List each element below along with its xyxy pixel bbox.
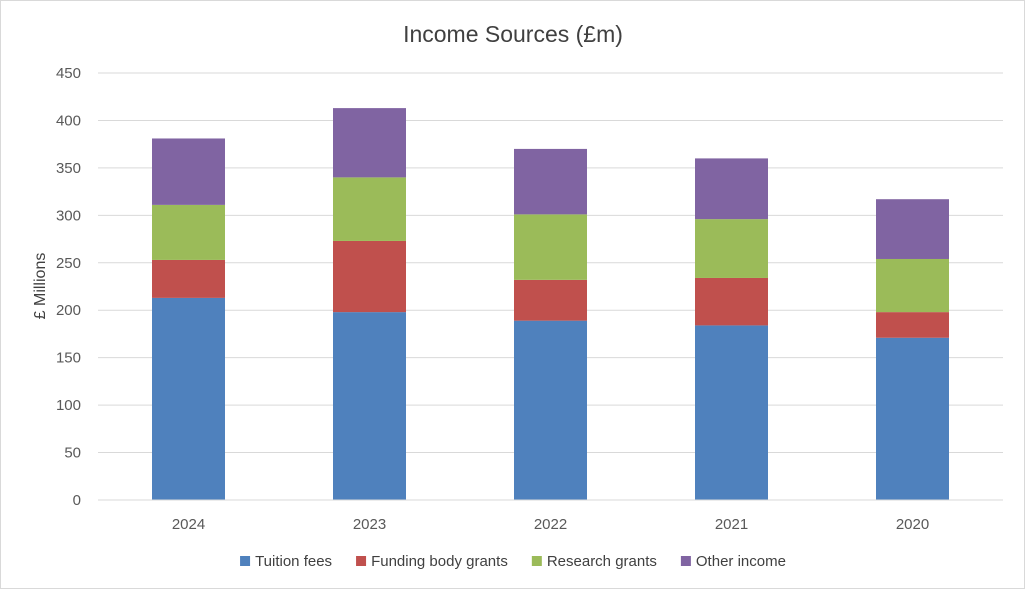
x-tick-label: 2023 (353, 516, 386, 533)
bar-segment (152, 259, 225, 298)
bars (152, 108, 949, 500)
bar-segment (152, 204, 225, 260)
legend-swatch (680, 556, 691, 566)
bar-segment (333, 177, 406, 241)
bar-segment (152, 138, 225, 205)
legend-label: Funding body grants (371, 553, 508, 570)
y-axis-title: £ Millions (32, 253, 49, 320)
bar-segment (695, 277, 768, 326)
bar-segment (514, 320, 587, 500)
y-tick-label: 100 (56, 397, 81, 414)
y-tick-label: 50 (64, 445, 81, 462)
y-tick-label: 250 (56, 255, 81, 272)
x-tick-label: 2024 (172, 516, 205, 533)
y-tick-label: 300 (56, 207, 81, 224)
legend-item: Funding body grants (356, 553, 508, 570)
bar-segment (695, 325, 768, 500)
y-tick-label: 450 (56, 65, 81, 82)
bar-segment (152, 297, 225, 500)
y-axis-ticks: 0 50 100 150 200 250 300 350 400 450 (56, 65, 81, 509)
legend-label: Research grants (547, 553, 657, 570)
y-tick-label: 400 (56, 112, 81, 129)
x-tick-label: 2021 (715, 516, 748, 533)
x-tick-label: 2020 (896, 516, 929, 533)
legend-item: Other income (680, 553, 786, 570)
chart-title: Income Sources (£m) (403, 21, 623, 47)
legend-label: Other income (696, 553, 786, 570)
y-tick-label: 350 (56, 160, 81, 177)
legend-item: Tuition fees (240, 553, 332, 570)
bar-segment (333, 240, 406, 313)
legend-label: Tuition fees (255, 553, 332, 570)
bar-segment (695, 158, 768, 220)
legend-item: Research grants (531, 553, 657, 570)
bar-segment (876, 199, 949, 259)
bar-segment (514, 214, 587, 280)
bar-segment (333, 108, 406, 178)
bar-segment (876, 258, 949, 313)
bar-segment (876, 337, 949, 500)
bar-segment (876, 312, 949, 338)
y-tick-label: 200 (56, 302, 81, 319)
y-tick-label: 150 (56, 350, 81, 367)
x-axis-ticks: 2024 2023 2022 2021 2020 (172, 516, 929, 533)
y-tick-label: 0 (73, 492, 81, 509)
legend-swatch (356, 556, 367, 566)
bar-segment (333, 312, 406, 500)
legend-swatch (240, 556, 251, 566)
bar-segment (695, 219, 768, 278)
legend-swatch (531, 556, 542, 566)
x-tick-label: 2022 (534, 516, 567, 533)
bar-segment (514, 148, 587, 215)
legend: Tuition fees Funding body grants Research … (240, 553, 786, 570)
bar-segment (514, 279, 587, 321)
